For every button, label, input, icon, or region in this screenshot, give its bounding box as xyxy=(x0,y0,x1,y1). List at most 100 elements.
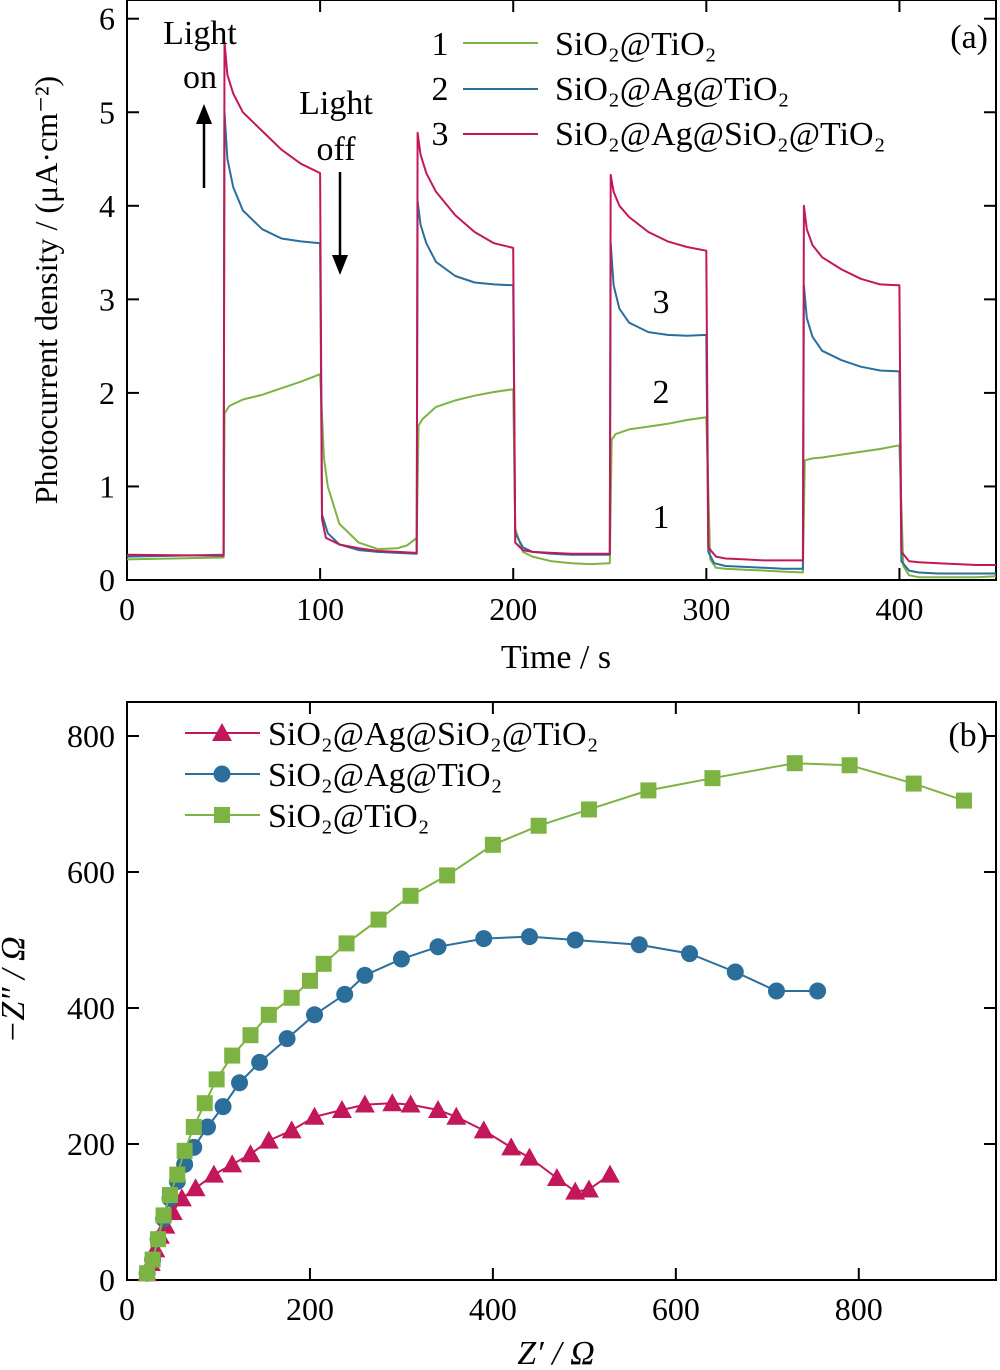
axis-b-x-tick-label: 200 xyxy=(286,1291,334,1327)
data-point-square xyxy=(150,1231,167,1248)
curve-label-3: 3 xyxy=(653,284,670,321)
data-point-triangle xyxy=(565,1181,586,1200)
legend-b-swatch-1 xyxy=(185,723,260,741)
data-point-triangle xyxy=(428,1100,449,1118)
axis-b-x-tick-label: 800 xyxy=(835,1291,883,1327)
axis-b-x-tick-label: 600 xyxy=(652,1291,700,1327)
data-point-triangle xyxy=(400,1094,421,1113)
panel-label-a: (a) xyxy=(950,19,988,56)
data-point-triangle xyxy=(354,1094,375,1113)
data-point-circle xyxy=(726,963,744,981)
data-point-triangle xyxy=(185,1178,206,1197)
panel-b-impedance-chart: 0 200 400 600 800 0 200 400 600 800 Z′ / Ω −Z″ / … xyxy=(0,701,997,1370)
data-point-square xyxy=(315,955,332,972)
data-point-circle xyxy=(251,1053,269,1071)
y-axis-label-b: −Z″ / Ω xyxy=(0,936,32,1043)
x-axis-label-a: Time / s xyxy=(501,639,611,676)
data-point-circle xyxy=(630,936,648,954)
data-point-square xyxy=(169,1166,186,1183)
data-point-square xyxy=(260,1006,277,1023)
x-axis-label-b: Z′ / Ω xyxy=(517,1335,594,1370)
arrow-down-icon xyxy=(332,172,348,275)
data-point-circle xyxy=(520,928,538,946)
data-point-circle xyxy=(767,982,785,1000)
data-point-square xyxy=(242,1027,259,1044)
data-point-triangle xyxy=(446,1106,467,1125)
data-point-square xyxy=(176,1142,193,1159)
panel-label-b: (b) xyxy=(948,717,988,754)
data-point-square xyxy=(370,911,387,928)
data-point-square xyxy=(283,989,300,1006)
data-point-circle xyxy=(214,1098,232,1116)
data-point-square xyxy=(439,867,456,884)
data-point-square xyxy=(530,817,547,834)
curve-label-1: 1 xyxy=(653,499,670,536)
data-point-circle xyxy=(198,1118,216,1136)
legend-a-number-1: 1 xyxy=(432,26,449,63)
data-point-square xyxy=(841,757,858,774)
axis-a-x-tick-label: 200 xyxy=(489,591,537,627)
data-point-triangle xyxy=(578,1179,599,1198)
data-point-triangle xyxy=(599,1164,620,1183)
data-point-square xyxy=(185,1119,202,1135)
data-point-square xyxy=(155,1207,172,1224)
data-point-circle xyxy=(566,931,584,949)
annotation-light-on-line2: on xyxy=(183,59,217,96)
data-point-triangle xyxy=(501,1137,522,1156)
data-point-triangle xyxy=(519,1147,540,1166)
legend-a-number-3: 3 xyxy=(432,116,449,153)
series-line-circle xyxy=(146,935,818,1274)
curve-label-2: 2 xyxy=(653,374,670,411)
axis-b-y-tick-label: 200 xyxy=(67,1126,115,1162)
arrow-up-icon xyxy=(196,104,212,188)
legend-b-swatch-3 xyxy=(185,807,260,823)
data-point-circle xyxy=(336,985,354,1003)
data-point-triangle xyxy=(382,1093,403,1112)
annotation-light-off-line1: Light xyxy=(299,85,373,122)
legend-b-swatch-2 xyxy=(185,765,260,783)
axis-b-y-tick-label: 400 xyxy=(67,990,115,1026)
axis-a-x-tick-label: 300 xyxy=(682,591,730,627)
data-point-square xyxy=(580,801,597,818)
axis-b-y-tick-label: 800 xyxy=(67,718,115,754)
axis-a-y-tick-label: 3 xyxy=(99,281,115,317)
data-point-triangle xyxy=(240,1144,261,1163)
legend-a-label-1: SiO₂@TiO₂ xyxy=(555,26,717,63)
data-point-triangle xyxy=(304,1106,325,1125)
legend-b-marker xyxy=(213,765,231,783)
axis-a-y-tick-label: 4 xyxy=(99,188,115,224)
data-point-triangle xyxy=(258,1130,279,1149)
legend-a-label-2: SiO₂@Ag@TiO₂ xyxy=(555,71,789,108)
legend-a-number-2: 2 xyxy=(432,71,449,108)
annotation-light-off-line2: off xyxy=(316,131,356,168)
data-point-square xyxy=(786,755,803,772)
series-line-2 xyxy=(126,111,996,575)
data-point-square xyxy=(208,1071,225,1088)
axis-a-y-tick-label: 6 xyxy=(99,1,115,37)
axis-b-y-tick-label: 600 xyxy=(67,854,115,890)
axis-a-x-tick-label: 400 xyxy=(875,591,923,627)
data-point-square xyxy=(196,1095,213,1112)
data-point-square xyxy=(402,887,419,904)
legend-a-label-3: SiO₂@Ag@SiO₂@TiO₂ xyxy=(555,116,885,153)
data-point-square xyxy=(301,972,318,989)
data-point-triangle xyxy=(473,1120,494,1139)
axis-a-x-tick-label: 100 xyxy=(296,591,344,627)
data-point-circle xyxy=(306,1006,324,1024)
data-point-square xyxy=(484,836,501,853)
legend-b: SiO₂@Ag@SiO₂@TiO₂ SiO₂@Ag@TiO₂ SiO₂@TiO₂ xyxy=(185,716,598,835)
data-point-square xyxy=(144,1251,161,1268)
annotation-light-on-line1: Light xyxy=(163,15,237,52)
data-point-square xyxy=(224,1047,241,1064)
data-point-circle xyxy=(356,966,374,984)
data-point-triangle xyxy=(546,1168,567,1186)
legend-b-label-3: SiO₂@TiO₂ xyxy=(268,798,430,835)
data-point-square xyxy=(338,935,355,952)
data-point-square xyxy=(161,1187,178,1203)
data-point-triangle xyxy=(203,1164,224,1183)
data-point-square xyxy=(640,782,657,799)
axis-b-y-tick-label: 0 xyxy=(99,1262,115,1298)
data-point-triangle xyxy=(331,1100,352,1118)
axis-a-x-tick-label: 0 xyxy=(119,591,135,627)
series-line-3 xyxy=(126,41,996,566)
